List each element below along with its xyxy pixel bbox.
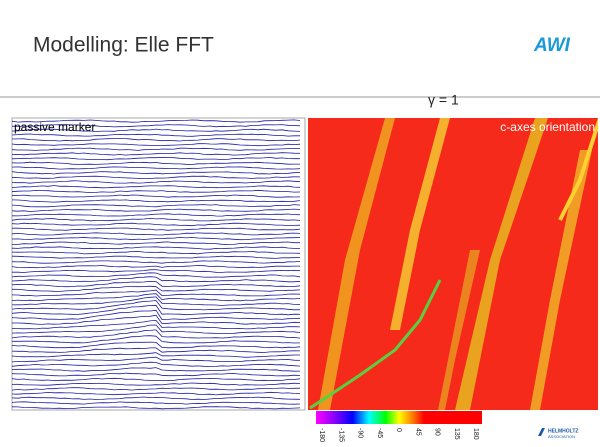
slide: Modelling: Elle FFT AWI γ = 1 passive ma… [0, 0, 600, 447]
colorbar-tick-label: 180 [472, 428, 479, 440]
awi-logo: AWI [533, 35, 571, 56]
colorbar-tick-label: -45 [376, 428, 383, 438]
marker-panel [12, 118, 305, 410]
colorbar-tick-label: -90 [357, 428, 364, 438]
colorbar [316, 411, 482, 424]
colorbar-tick-label: 135 [453, 428, 460, 440]
helmholtz-logo: ASSOCIATION [548, 434, 575, 439]
colorbar-tick-label: -180 [318, 428, 325, 442]
colorbar-tick-label: -135 [337, 428, 344, 442]
colorbar-tick-label: 0 [395, 428, 402, 432]
orientation-map [308, 118, 600, 410]
colorbar-tick-label: 45 [414, 428, 421, 436]
panel-label: c-axes orientation [500, 120, 595, 134]
colorbar-ticks: -180 -135 -90 -45 0 45 90 135 180 [318, 428, 479, 442]
slide-canvas: Modelling: Elle FFT AWI γ = 1 passive ma… [0, 0, 600, 447]
panel-label: passive marker [14, 120, 95, 134]
colorbar-tick-label: 90 [434, 428, 441, 436]
slide-title: Modelling: Elle FFT [33, 34, 214, 57]
subtitle: γ = 1 [428, 92, 459, 108]
helmholtz-icon [538, 428, 545, 436]
